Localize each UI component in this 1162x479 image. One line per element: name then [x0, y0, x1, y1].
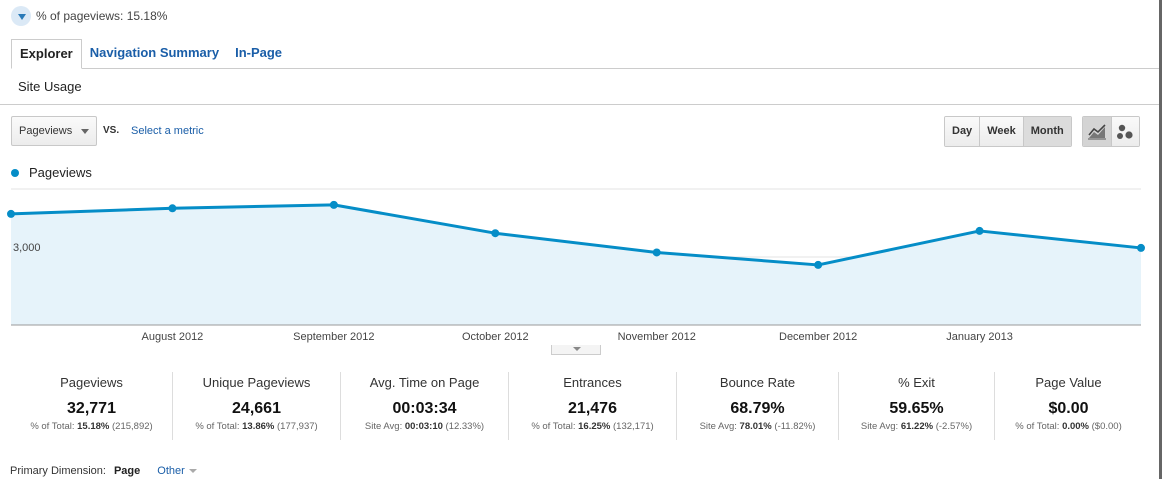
pageviews-chart: 6,000 3,000 August 2012 September 2012 Octob… [7, 185, 1145, 343]
scorecard-page-value: Page Value $0.00 % of Total: 0.00% ($0.0… [995, 372, 1142, 440]
scorecard-sub: % of Total: 15.18% (215,892) [30, 421, 153, 432]
scorecard-value: 21,476 [568, 400, 617, 417]
period-month-button[interactable]: Month [1023, 117, 1071, 146]
chevron-down-icon [573, 347, 581, 351]
scorecard-label: Unique Pageviews [202, 375, 311, 390]
scorecard-exit: % Exit 59.65% Site Avg: 61.22% (-2.57%) [839, 372, 995, 440]
metric-select[interactable]: Pageviews [11, 116, 97, 146]
scorecard-value: 24,661 [232, 400, 281, 417]
scorecard-value: 68.79% [730, 400, 785, 417]
data-point [7, 209, 15, 218]
primary-dimension-label: Primary Dimension: [10, 465, 106, 477]
x-tick-label: December 2012 [779, 331, 857, 343]
primary-dimension-other[interactable]: Other [157, 465, 185, 477]
scorecard-label: Page Value [1035, 375, 1102, 390]
window-edge [1159, 0, 1162, 479]
scorecard-value: 59.65% [889, 400, 944, 417]
scorecard-label: Entrances [563, 375, 622, 390]
segment-indicator: % of pageviews: 15.18% [11, 6, 167, 26]
scorecard-value: 32,771 [67, 400, 116, 417]
data-point [1137, 243, 1145, 252]
metric-select-value: Pageviews [19, 125, 73, 137]
primary-dimension-bar: Primary Dimension: Page Other [10, 465, 197, 477]
select-metric-link[interactable]: Select a metric [131, 125, 204, 137]
subtab-divider [0, 104, 1162, 105]
chart-legend: Pageviews [11, 165, 92, 180]
tab-navigation-summary[interactable]: Navigation Summary [89, 45, 220, 60]
motion-chart-button[interactable] [1111, 117, 1139, 146]
tab-explorer[interactable]: Explorer [11, 39, 82, 69]
scorecard-sub: % of Total: 16.25% (132,171) [531, 421, 654, 432]
report-tabs: Explorer Navigation Summary In-Page [11, 39, 290, 69]
period-selector: Day Week Month [944, 116, 1072, 147]
legend-dot-icon [11, 168, 19, 177]
data-point [814, 260, 823, 269]
segment-text: % of pageviews: 15.18% [36, 9, 168, 23]
scorecard-sub: Site Avg: 00:03:10 (12.33%) [364, 421, 485, 432]
scorecard-pageviews: Pageviews 32,771 % of Total: 15.18% (215… [11, 372, 173, 440]
x-tick-label: September 2012 [293, 331, 374, 343]
collapse-chart-handle[interactable] [551, 345, 601, 355]
series-line-pageviews [10, 203, 1142, 267]
scorecard-avg-time-on-page: Avg. Time on Page 00:03:34 Site Avg: 00:… [341, 372, 509, 440]
data-point [168, 204, 177, 213]
subtab-site-usage[interactable]: Site Usage [18, 79, 82, 94]
data-point [652, 248, 661, 257]
chevron-down-icon [188, 469, 197, 473]
scorecard-value: 00:03:34 [392, 400, 457, 417]
scorecard-value: $0.00 [1048, 400, 1089, 417]
scorecard-label: Pageviews [60, 375, 123, 390]
data-point [975, 226, 984, 235]
scorecard-bounce-rate: Bounce Rate 68.79% Site Avg: 78.01% (-11… [677, 372, 839, 440]
line-chart-icon [1087, 123, 1106, 139]
legend-label: Pageviews [29, 165, 92, 180]
scorecard-entrances: Entrances 21,476 % of Total: 16.25% (132… [509, 372, 677, 440]
y-tick-label: 6,000 [13, 185, 41, 186]
line-chart-button[interactable] [1083, 117, 1112, 146]
series-area [11, 204, 1141, 325]
period-day-button[interactable]: Day [945, 117, 981, 146]
y-tick-label: 3,000 [13, 242, 41, 254]
data-point [329, 200, 338, 209]
scorecards: Pageviews 32,771 % of Total: 15.18% (215… [11, 372, 1142, 440]
x-tick-label: January 2013 [946, 331, 1013, 343]
scorecard-unique-pageviews: Unique Pageviews 24,661 % of Total: 13.8… [173, 372, 341, 440]
vs-label: VS. [103, 125, 120, 136]
scorecard-sub: Site Avg: 78.01% (-11.82%) [699, 421, 816, 432]
segment-pie-icon[interactable] [11, 6, 31, 26]
tabs-divider [11, 68, 1162, 69]
dropdown-arrow-icon [18, 14, 26, 20]
scorecard-sub: % of Total: 0.00% ($0.00) [1015, 421, 1122, 432]
tab-in-page[interactable]: In-Page [235, 45, 283, 60]
x-tick-label: August 2012 [142, 331, 204, 343]
chevron-down-icon [81, 129, 89, 134]
x-tick-label: October 2012 [462, 331, 529, 343]
scorecard-sub: Site Avg: 61.22% (-2.57%) [860, 421, 973, 432]
chart-type-selector [1082, 116, 1140, 147]
x-tick-label: November 2012 [618, 331, 696, 343]
data-point [491, 229, 500, 238]
scorecard-label: % Exit [898, 375, 935, 390]
motion-chart-icon [1117, 124, 1133, 139]
period-week-button[interactable]: Week [980, 117, 1024, 146]
primary-dimension-current: Page [113, 465, 141, 477]
scorecard-sub: % of Total: 13.86% (177,937) [195, 421, 318, 432]
scorecard-label: Avg. Time on Page [369, 375, 480, 390]
scorecard-label: Bounce Rate [719, 375, 796, 390]
